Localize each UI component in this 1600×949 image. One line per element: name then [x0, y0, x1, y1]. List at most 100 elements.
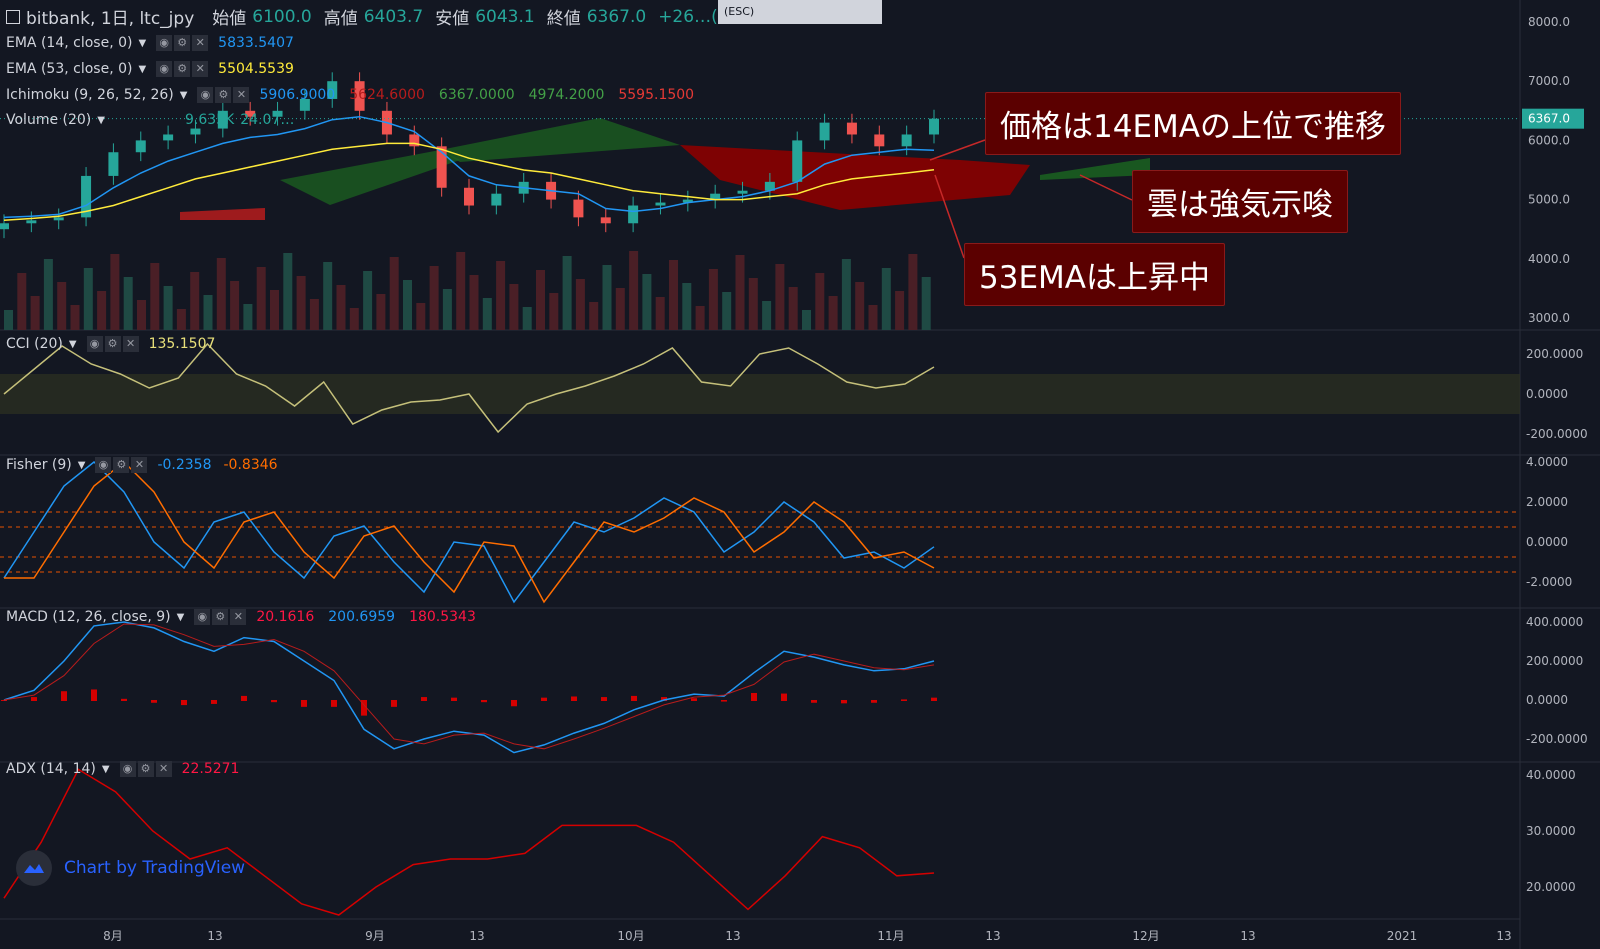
macd-histogram-bar: [241, 695, 247, 701]
gear-icon[interactable]: ⚙: [137, 761, 154, 777]
tradingview-branding[interactable]: Chart by TradingView: [16, 850, 245, 886]
gear-icon[interactable]: ⚙: [104, 336, 121, 352]
eye-icon[interactable]: ◉: [95, 457, 112, 473]
eye-icon[interactable]: ◉: [119, 761, 136, 777]
ichimoku-value-3: 6367.0000: [438, 87, 515, 103]
high-value: 6403.7: [363, 6, 424, 27]
chevron-down-icon[interactable]: ▼: [77, 459, 86, 471]
macd-histogram-bar: [331, 700, 337, 707]
volume-bar: [669, 260, 678, 330]
cci-line: [3, 342, 935, 434]
close-icon[interactable]: ✕: [192, 61, 209, 77]
cci-value: 135.1507: [148, 336, 216, 352]
volume-bar: [722, 292, 732, 330]
tooltip-box: (ESC): [718, 0, 882, 24]
macd-histogram-bar: [631, 695, 637, 701]
time-axis-label: 2021: [1387, 929, 1418, 943]
cci-band: [0, 374, 1520, 414]
volume-bar: [735, 255, 745, 330]
ichimoku-value-5: 5595.1500: [618, 87, 695, 103]
volume-bar: [216, 258, 226, 330]
eye-icon[interactable]: ◉: [197, 87, 214, 103]
chevron-down-icon[interactable]: ▼: [68, 338, 77, 350]
volume-bar: [682, 283, 692, 330]
legend-cci[interactable]: CCI (20) ▼ ◉ ⚙ ✕ 135.1507: [6, 336, 215, 352]
macd-histogram-bar: [811, 700, 817, 703]
macd-histogram-bar: [721, 700, 727, 702]
macd-value-1: 20.1616: [256, 609, 315, 625]
volume-bar: [150, 263, 160, 330]
tradingview-logo-icon: [16, 850, 52, 886]
time-axis-label: 13: [1240, 929, 1255, 943]
ema14-line: [3, 115, 935, 219]
legend-macd[interactable]: MACD (12, 26, close, 9) ▼ ◉ ⚙ ✕ 20.1616 20…: [6, 609, 476, 625]
close-icon[interactable]: ✕: [233, 87, 250, 103]
collapse-icon[interactable]: [6, 9, 20, 24]
volume-bar: [230, 281, 240, 330]
time-axis-label: 10月: [617, 929, 644, 943]
volume-bar: [562, 256, 572, 330]
candle-body: [108, 152, 119, 176]
volume-bar: [403, 280, 412, 330]
ema14-value: 5833.5407: [218, 35, 294, 51]
close-value: 6367.0: [586, 6, 647, 27]
volume-bar: [309, 299, 319, 330]
volume-bar: [895, 291, 905, 330]
gear-icon[interactable]: ⚙: [212, 609, 229, 625]
legend-ichimoku[interactable]: Ichimoku (9, 26, 52, 26) ▼ ◉ ⚙ ✕ 5906.9000…: [6, 87, 694, 103]
annotation-price-above-ema14[interactable]: 価格は14EMAの上位で推移: [985, 92, 1401, 155]
close-label: 終値: [546, 9, 581, 29]
gear-icon[interactable]: ⚙: [113, 457, 130, 473]
annotation-connector: [929, 139, 986, 161]
close-icon[interactable]: ✕: [192, 35, 209, 51]
volume-bar: [376, 294, 386, 330]
close-icon[interactable]: ✕: [131, 457, 148, 473]
time-axis-label: 12月: [1132, 929, 1159, 943]
candle-body: [299, 98, 310, 111]
candle-body: [819, 122, 830, 141]
eye-icon[interactable]: ◉: [194, 609, 211, 625]
close-icon[interactable]: ✕: [155, 761, 172, 777]
symbol-label[interactable]: bitbank, 1日, ltc_jpy: [26, 9, 195, 29]
eye-icon[interactable]: ◉: [156, 35, 173, 51]
legend-fisher[interactable]: Fisher (9) ▼ ◉ ⚙ ✕ -0.2358 -0.8346: [6, 457, 278, 473]
volume-bar: [828, 296, 838, 330]
chevron-down-icon[interactable]: ▼: [101, 763, 110, 775]
chevron-down-icon[interactable]: ▼: [138, 63, 147, 75]
chevron-down-icon[interactable]: ▼: [138, 37, 147, 49]
volume-bar: [509, 284, 519, 330]
volume-bar: [575, 279, 585, 330]
macd-histogram-bar: [31, 697, 37, 701]
eye-icon[interactable]: ◉: [86, 336, 103, 352]
legend-volume[interactable]: Volume (20) ▼ 9.635K 24.07…: [6, 112, 294, 128]
legend-ema14[interactable]: EMA (14, close, 0) ▼ ◉ ⚙ ✕ 5833.5407: [6, 35, 294, 51]
legend-ema53[interactable]: EMA (53, close, 0) ▼ ◉ ⚙ ✕ 5504.5539: [6, 61, 294, 77]
close-icon[interactable]: ✕: [230, 609, 247, 625]
annotation-ema53-rising[interactable]: 53EMAは上昇中: [964, 243, 1225, 306]
gear-icon[interactable]: ⚙: [174, 35, 191, 51]
fisher-value-1: -0.2358: [157, 457, 212, 473]
volume-bar: [456, 252, 466, 330]
volume-bar: [589, 302, 599, 330]
annotation-cloud-bullish[interactable]: 雲は強気示唆: [1132, 170, 1348, 233]
macd-histogram-bar: [1, 700, 7, 701]
eye-icon[interactable]: ◉: [156, 61, 173, 77]
gear-icon[interactable]: ⚙: [215, 87, 232, 103]
volume-bar: [17, 273, 27, 330]
chevron-down-icon[interactable]: ▼: [97, 114, 105, 126]
legend-adx[interactable]: ADX (14, 14) ▼ ◉ ⚙ ✕ 22.5271: [6, 761, 239, 777]
gear-icon[interactable]: ⚙: [174, 61, 191, 77]
candle-body: [929, 118, 939, 135]
macd-histogram-bar: [751, 692, 757, 701]
annotation-connector: [934, 174, 965, 259]
close-icon[interactable]: ✕: [122, 336, 139, 352]
macd-name: MACD (12, 26, close, 9): [6, 609, 171, 625]
chevron-down-icon[interactable]: ▼: [176, 611, 185, 623]
candle-body: [491, 193, 502, 206]
chevron-down-icon[interactable]: ▼: [179, 89, 188, 101]
macd-histogram-bar: [91, 689, 97, 701]
candle-body: [53, 217, 64, 221]
low-label: 安値: [435, 9, 470, 29]
candle-body: [710, 193, 721, 200]
